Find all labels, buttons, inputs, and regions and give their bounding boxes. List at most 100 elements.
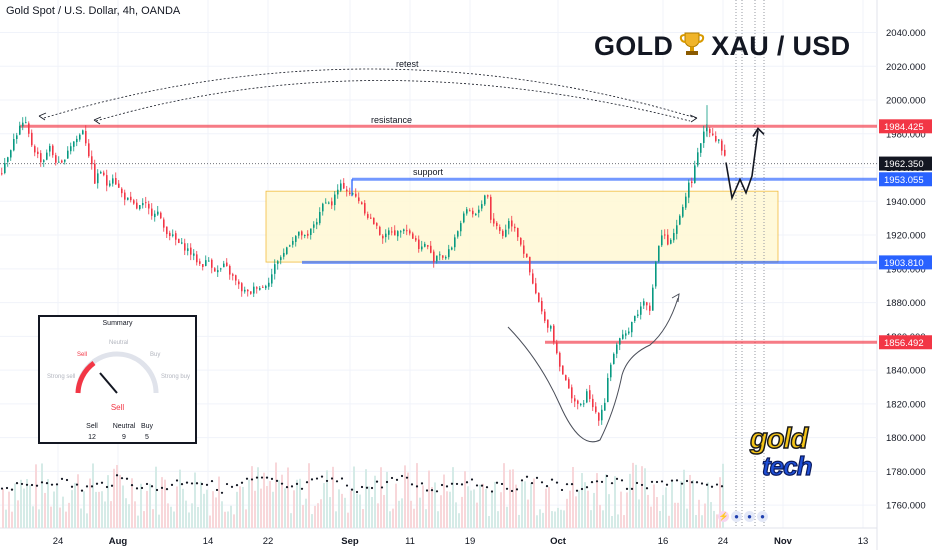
- candle-body: [394, 230, 396, 236]
- volume-bar: [710, 502, 712, 528]
- volume-bar: [602, 510, 604, 528]
- headline: GOLD XAU / USD: [594, 30, 850, 63]
- indicator-dot: [310, 478, 314, 481]
- volume-bar: [197, 506, 199, 528]
- candle-body: [193, 253, 195, 256]
- volume-bar: [590, 510, 592, 528]
- volume-bar: [26, 479, 28, 528]
- indicator-dot: [295, 482, 299, 485]
- volume-bar: [659, 510, 661, 528]
- volume-bar: [134, 501, 136, 528]
- volume-bar: [392, 508, 394, 528]
- volume-bar: [236, 491, 238, 528]
- volume-bar: [17, 500, 19, 528]
- us-flag-icon[interactable]: ●: [731, 511, 742, 522]
- volume-bar: [434, 482, 436, 528]
- candle-body: [268, 282, 270, 287]
- volume-bar: [59, 507, 61, 528]
- candle-body: [118, 183, 120, 188]
- indicator-dot: [340, 477, 344, 480]
- candle-body: [325, 202, 327, 204]
- indicator-dot: [530, 481, 534, 485]
- candle-body: [577, 400, 579, 404]
- candle-body: [25, 122, 27, 124]
- candle-body: [520, 237, 522, 245]
- candle-body: [694, 165, 696, 183]
- candle-body: [685, 196, 687, 208]
- arrow-head: [671, 293, 680, 303]
- indicator-dot: [470, 478, 474, 481]
- candle-body: [340, 183, 342, 191]
- count-sell-value: 12: [88, 434, 96, 441]
- headline-left: GOLD: [594, 31, 674, 61]
- x-tick-label: Oct: [550, 536, 567, 547]
- volume-bar: [74, 482, 76, 528]
- indicator-dot: [585, 486, 589, 489]
- summary-verdict: Sell: [110, 403, 125, 412]
- volume-bar: [422, 485, 424, 528]
- indicator-dot: [655, 480, 659, 484]
- candle-body: [217, 270, 219, 273]
- us-flag-icon[interactable]: ●: [744, 511, 755, 522]
- indicator-dot: [405, 476, 409, 479]
- candle-body: [289, 245, 291, 247]
- candle-body: [592, 398, 594, 408]
- candle-body: [439, 254, 441, 256]
- price-axis: [877, 0, 932, 550]
- volume-bar: [20, 479, 22, 528]
- volume-bar: [269, 481, 271, 528]
- volume-bar: [233, 514, 235, 528]
- candle-body: [682, 207, 684, 217]
- indicator-dot: [700, 482, 704, 485]
- volume-bar: [68, 502, 70, 528]
- volume-bar: [566, 498, 568, 528]
- lightning-icon[interactable]: ⚡: [718, 511, 729, 522]
- volume-bar: [713, 510, 715, 528]
- last-price-text: 1962.350: [884, 159, 924, 170]
- volume-bar: [11, 511, 13, 528]
- indicator-dot: [355, 490, 359, 494]
- volume-bar: [185, 500, 187, 528]
- candle-body: [226, 262, 228, 267]
- volume-bar: [29, 485, 31, 528]
- y-tick-label: 2040.000: [886, 28, 926, 39]
- symbol-title[interactable]: Gold Spot / U.S. Dollar, 4h, OANDA: [6, 5, 181, 17]
- indicator-dot: [130, 484, 134, 487]
- volume-bar: [653, 484, 655, 528]
- volume-bar: [140, 483, 142, 528]
- volume-bar: [677, 502, 679, 528]
- candle-body: [43, 160, 45, 162]
- volume-bar: [548, 486, 550, 528]
- candle-body: [634, 315, 636, 321]
- indicator-dot: [600, 480, 604, 483]
- candle-body: [169, 232, 171, 236]
- count-neutral-value: 9: [122, 434, 126, 441]
- volume-bar: [563, 510, 565, 528]
- indicator-dot: [350, 488, 354, 491]
- volume-bar: [554, 511, 556, 528]
- events-bar[interactable]: ⚡ ● ● ●: [718, 511, 768, 522]
- candle-body: [343, 182, 345, 189]
- candle-body: [181, 242, 183, 244]
- retest-label: retest: [396, 59, 419, 69]
- volume-bar: [611, 515, 613, 528]
- indicator-dot: [415, 485, 419, 488]
- volume-bar: [95, 491, 97, 528]
- indicator-dot: [275, 479, 279, 482]
- candle-body: [610, 364, 612, 378]
- candle-body: [538, 292, 540, 302]
- x-tick-label: Nov: [774, 536, 793, 547]
- gauge-strong-sell: Strong sell: [47, 374, 76, 380]
- indicator-dot: [515, 488, 519, 491]
- candle-body: [664, 234, 666, 236]
- indicator-dot: [285, 486, 289, 489]
- candle-body: [94, 163, 96, 184]
- us-flag-icon[interactable]: ●: [757, 511, 768, 522]
- volume-bar: [722, 463, 724, 528]
- indicator-dot: [440, 483, 444, 487]
- volume-bar: [695, 515, 697, 528]
- candle-body: [595, 406, 597, 413]
- volume-bar: [155, 466, 157, 528]
- indicator-dot: [320, 475, 324, 478]
